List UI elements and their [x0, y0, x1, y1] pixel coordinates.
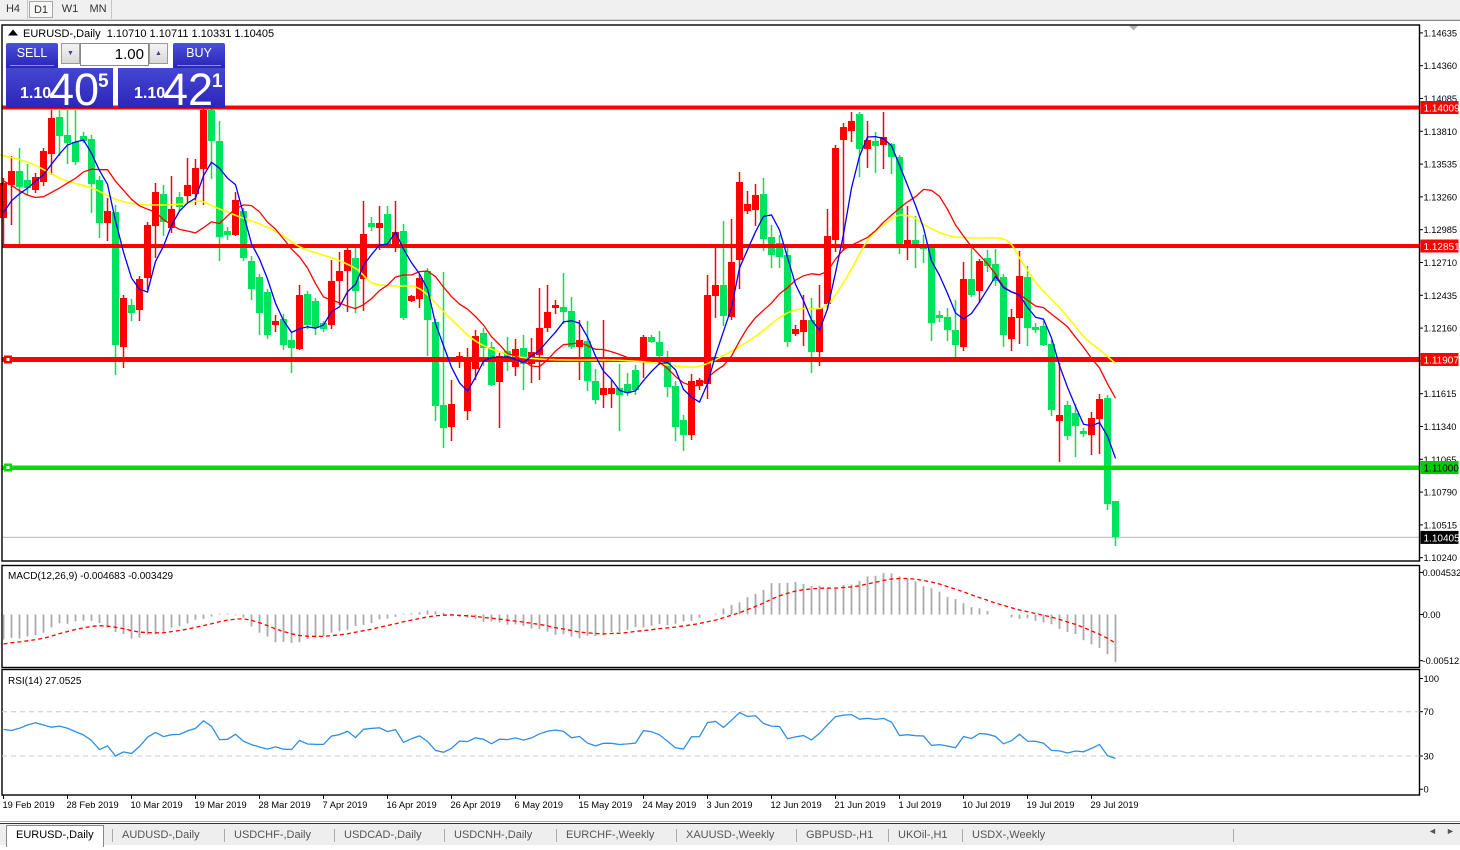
svg-text:21 Jun 2019: 21 Jun 2019	[835, 800, 886, 810]
svg-text:19 Mar 2019: 19 Mar 2019	[195, 800, 247, 810]
svg-text:10 Jul 2019: 10 Jul 2019	[963, 800, 1011, 810]
svg-text:1 Jul 2019: 1 Jul 2019	[899, 800, 942, 810]
svg-text:3 Jun 2019: 3 Jun 2019	[707, 800, 753, 810]
svg-text:0.004532: 0.004532	[1423, 568, 1460, 578]
svg-text:1.12710: 1.12710	[1424, 258, 1458, 268]
svg-text:1.10240: 1.10240	[1424, 553, 1458, 563]
svg-text:28 Feb 2019: 28 Feb 2019	[67, 800, 119, 810]
svg-text:1.12851: 1.12851	[1424, 242, 1460, 253]
svg-text:1.11615: 1.11615	[1424, 389, 1457, 399]
svg-text:100: 100	[1424, 674, 1440, 684]
svg-text:19 Feb 2019: 19 Feb 2019	[3, 800, 55, 810]
svg-text:1.10405: 1.10405	[1424, 533, 1460, 544]
svg-text:0: 0	[1424, 785, 1429, 795]
svg-text:1.14009: 1.14009	[1424, 104, 1460, 115]
svg-text:1.11907: 1.11907	[1424, 356, 1460, 367]
svg-text:-0.005122: -0.005122	[1423, 656, 1460, 666]
svg-text:0.00: 0.00	[1423, 610, 1441, 620]
svg-text:RSI(14) 27.0525: RSI(14) 27.0525	[8, 676, 82, 687]
svg-text:1.13810: 1.13810	[1424, 127, 1458, 137]
svg-text:15 May 2019: 15 May 2019	[579, 800, 633, 810]
svg-text:1.11340: 1.11340	[1424, 422, 1457, 432]
svg-text:12 Jun 2019: 12 Jun 2019	[771, 800, 822, 810]
svg-text:EURUSD-,Daily 1.10710 1.10711: EURUSD-,Daily 1.10710 1.10711 1.10331 1.…	[23, 28, 274, 40]
svg-text:29 Jul 2019: 29 Jul 2019	[1091, 800, 1139, 810]
svg-text:19 Jul 2019: 19 Jul 2019	[1027, 800, 1075, 810]
svg-text:1.12160: 1.12160	[1424, 324, 1458, 334]
svg-text:6 May 2019: 6 May 2019	[515, 800, 564, 810]
svg-text:1.12435: 1.12435	[1424, 291, 1458, 301]
svg-text:24 May 2019: 24 May 2019	[643, 800, 697, 810]
svg-text:1.11000: 1.11000	[1424, 464, 1460, 475]
svg-text:70: 70	[1424, 707, 1434, 717]
svg-text:10 Mar 2019: 10 Mar 2019	[131, 800, 183, 810]
svg-text:7 Apr 2019: 7 Apr 2019	[323, 800, 368, 810]
svg-text:1.14360: 1.14360	[1424, 61, 1458, 71]
svg-text:1.13535: 1.13535	[1424, 160, 1458, 170]
svg-text:1.14635: 1.14635	[1424, 28, 1458, 38]
svg-text:30: 30	[1424, 752, 1434, 762]
svg-text:1.10790: 1.10790	[1424, 488, 1458, 498]
svg-text:1.10515: 1.10515	[1424, 520, 1458, 530]
svg-text:1.13260: 1.13260	[1424, 192, 1458, 202]
svg-text:28 Mar 2019: 28 Mar 2019	[259, 800, 311, 810]
svg-text:MACD(12,26,9) -0.004683 -0.003: MACD(12,26,9) -0.004683 -0.003429	[8, 571, 174, 582]
svg-text:1.12985: 1.12985	[1424, 225, 1458, 235]
svg-text:16 Apr 2019: 16 Apr 2019	[387, 800, 437, 810]
svg-text:26 Apr 2019: 26 Apr 2019	[451, 800, 501, 810]
